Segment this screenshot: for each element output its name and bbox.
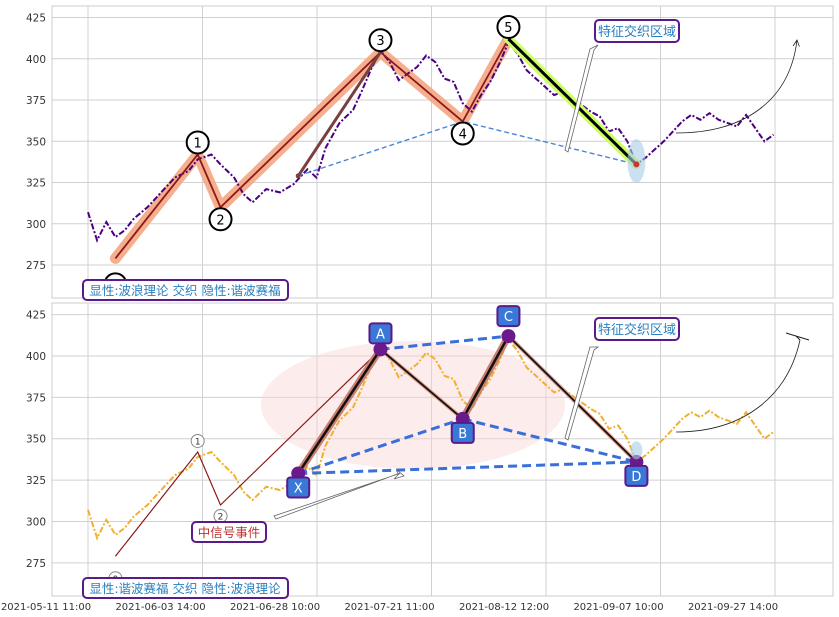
wave-point-label: 1 (194, 136, 202, 151)
wave-small-label: 1 (195, 437, 201, 447)
y-tick-label: 350 (26, 434, 46, 446)
signal-pointer (273, 468, 405, 520)
y-tick-label: 300 (26, 517, 46, 529)
wave-small-marker (190, 433, 205, 448)
harmonic-point-label: C (504, 310, 513, 325)
annotation-label: 特征交织区域 (598, 322, 676, 338)
harmonic-point-label: A (376, 327, 385, 342)
y-tick-label: 350 (26, 136, 46, 148)
projection-arrow (675, 339, 801, 433)
harmonic-leg (507, 335, 638, 463)
plot-frame (51, 5, 834, 299)
y-tick-label: 275 (26, 558, 46, 570)
annotation-box (594, 317, 680, 341)
harmonic-point (501, 329, 516, 344)
harmonic-region-ellipse (261, 341, 565, 469)
projection-arrow-tip (785, 332, 810, 341)
harmonic-point (373, 342, 388, 357)
harmonic-leg (461, 335, 510, 420)
wave-point-label: 4 (459, 127, 467, 142)
harmonic-point-label: B (458, 427, 467, 442)
harmonic-dashed-line (298, 460, 637, 476)
harmonic-leg (379, 348, 464, 420)
x-tick-label: 2021-08-12 12:00 (459, 602, 549, 613)
legend-text: 显性:波浪理论 交织 隐性:谐波赛福 (89, 283, 280, 298)
y-tick-label: 400 (26, 351, 46, 363)
signal-box (191, 521, 267, 543)
x-tick-label: 2021-05-11 11:00 (1, 602, 91, 613)
x-tick-label: 2021-06-28 10:00 (230, 602, 320, 613)
wave-point-marker (450, 121, 475, 146)
wave-small-label: 2 (218, 512, 224, 522)
annotation-box (594, 19, 680, 43)
wave-point-marker (496, 14, 521, 39)
x-tick-label: 2021-09-07 10:00 (573, 602, 663, 613)
price-series-line (87, 337, 775, 541)
legend-text: 显性:谐波赛福 交织 隐性:波浪理论 (89, 581, 281, 596)
wave-point-label: 5 (504, 21, 512, 36)
y-tick-label: 400 (26, 54, 46, 66)
harmonic-point-label: X (294, 482, 303, 497)
y-tick-label: 300 (26, 219, 46, 231)
harmonic-point-box (496, 305, 521, 328)
wave-segment (296, 51, 382, 177)
wave-line-faint (114, 348, 381, 557)
end-region-ellipse (630, 441, 643, 460)
y-tick-label: 375 (26, 95, 46, 107)
segment-point (295, 173, 301, 179)
x-tick-label: 2021-06-03 14:00 (115, 602, 205, 613)
end-point (633, 161, 640, 168)
x-tick-label: 2021-09-27 14:00 (688, 602, 778, 613)
projection-arrow (675, 40, 797, 134)
harmonic-point-box (624, 464, 649, 487)
harmonic-dashed-line (297, 417, 464, 475)
top-chart-panel: 275300325350375400425012345特征交织区域显性:波浪理论… (26, 5, 834, 301)
y-tick-label: 325 (26, 475, 46, 487)
harmonic-dashed-line (462, 417, 637, 464)
y-tick-label: 425 (26, 310, 46, 322)
harmonic-leg (297, 348, 382, 475)
y-tick-label: 375 (26, 392, 46, 404)
x-axis: 2021-05-11 11:00 2021-06-03 14:00 2021-06-… (1, 602, 778, 613)
wave-point-marker (208, 207, 233, 232)
bottom-chart-panel: 275300325350375400425XABCD012中信号事件特征交织区域… (26, 302, 834, 599)
harmonic-point-box (286, 476, 311, 499)
annotation-label: 特征交织区域 (598, 24, 676, 40)
wave-point-label: 2 (216, 213, 224, 228)
wave-segment (507, 37, 638, 166)
wave-line (114, 38, 510, 259)
annotation-pointer (564, 346, 600, 441)
harmonic-point-box (450, 421, 475, 444)
x-tick-label: 2021-07-21 11:00 (344, 602, 434, 613)
y-tick-label: 425 (26, 13, 46, 25)
harmonic-dashed-line (380, 334, 509, 351)
legend-box (82, 577, 289, 599)
y-tick-label: 325 (26, 178, 46, 190)
harmonic-point-label: D (631, 470, 641, 485)
signal-label: 中信号事件 (198, 525, 261, 540)
wave-point-marker (368, 28, 393, 53)
price-series-line (87, 40, 775, 243)
dashed-connector (297, 120, 637, 177)
wave-point-marker (185, 130, 210, 155)
plot-frame (51, 302, 834, 597)
legend-box (82, 279, 289, 301)
wave-point-label: 3 (376, 34, 384, 49)
annotation-pointer (564, 44, 599, 153)
end-region-ellipse (627, 139, 646, 184)
y-tick-label: 275 (26, 260, 46, 272)
harmonic-point-box (368, 322, 393, 345)
